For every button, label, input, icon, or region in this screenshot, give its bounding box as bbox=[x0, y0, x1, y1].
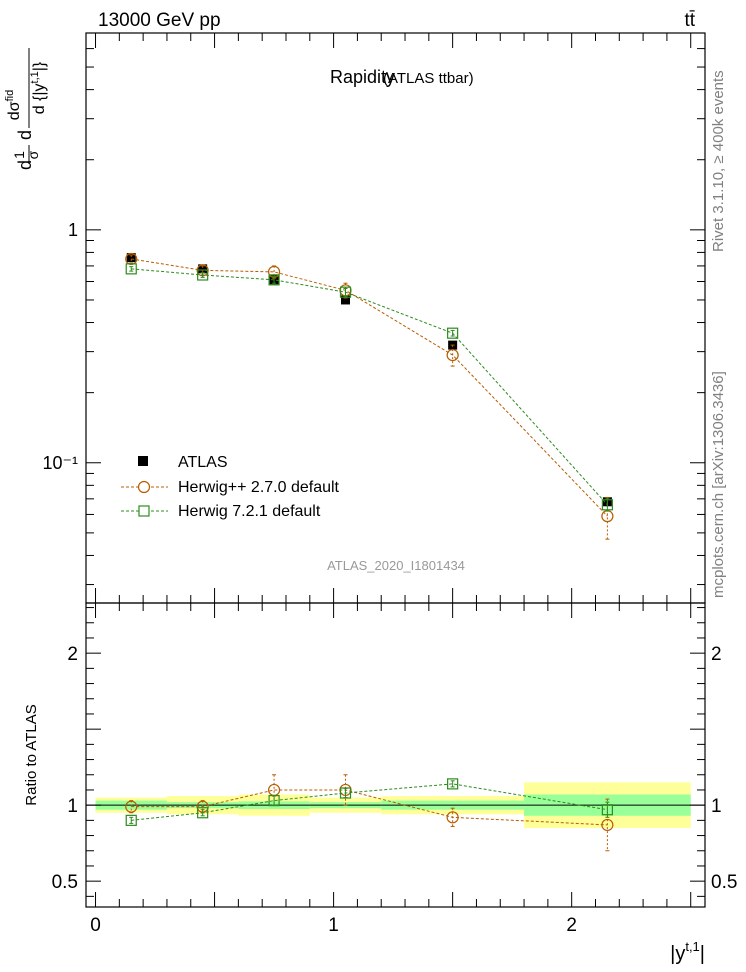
herwigpp-ratio-point bbox=[446, 811, 459, 824]
chart-subtitle: (ATLAS ttbar) bbox=[383, 70, 474, 87]
herwigpp-ratio-line bbox=[131, 789, 608, 826]
herwigpp-ratio-point bbox=[601, 818, 614, 832]
legend-marker-herwig7 bbox=[138, 505, 150, 517]
ratio-y-axis-label: Ratio to ATLAS bbox=[23, 704, 40, 805]
main-series bbox=[125, 252, 614, 540]
x-tick-label: 0 bbox=[90, 915, 101, 936]
header-process-label: tt̄ bbox=[684, 10, 695, 31]
svg-text:1: 1 bbox=[11, 151, 27, 159]
atlas-point bbox=[126, 253, 136, 263]
ratio-x-ticks: 0 1 2 bbox=[90, 603, 692, 936]
ratio-y-tick-label-right: 1 bbox=[711, 796, 722, 817]
legend-marker-atlas bbox=[138, 456, 148, 466]
ratio-y-tick-label: 2 bbox=[67, 644, 78, 665]
herwig7-point bbox=[268, 274, 280, 286]
legend-label-herwigpp: Herwig++ 2.7.0 default bbox=[178, 479, 340, 496]
legend: ATLAS Herwig++ 2.7.0 default Herwig 7.2.… bbox=[121, 454, 340, 520]
ratio-panel-frame bbox=[85, 602, 706, 908]
main-y-tick-label: 10⁻¹ bbox=[42, 453, 78, 473]
herwig7-point bbox=[447, 327, 459, 339]
herwig7-ratio-point bbox=[339, 787, 352, 799]
legend-label-herwig7: Herwig 7.2.1 default bbox=[178, 503, 321, 520]
svg-text:dσfid: dσfid bbox=[4, 90, 23, 120]
herwig7-ratio-point bbox=[125, 814, 137, 826]
herwigpp-line bbox=[131, 258, 608, 517]
main-y-axis-label: d 1 σ d dσfid d {|yt,1|} bbox=[4, 48, 48, 170]
rivet-version-label: Rivet 3.1.10, ≥ 400k events bbox=[710, 70, 727, 252]
mcplots-reference-label: mcplots.cern.ch [arXiv:1306.3436] bbox=[710, 371, 727, 598]
header-energy-label: 13000 GeV pp bbox=[98, 10, 221, 31]
herwigpp-ratio-point bbox=[125, 800, 138, 813]
svg-text:d: d bbox=[15, 160, 35, 170]
x-axis-label: |yt,1| bbox=[670, 939, 705, 965]
x-tick-label: 2 bbox=[566, 915, 577, 936]
chart-title: Rapidity bbox=[330, 67, 395, 87]
herwigpp-point bbox=[446, 348, 459, 362]
main-y-ticks: 1 10⁻¹ bbox=[42, 32, 705, 586]
legend-entry-herwigpp: Herwig++ 2.7.0 default bbox=[121, 479, 340, 496]
legend-label-atlas: ATLAS bbox=[178, 454, 228, 471]
main-x-ticks bbox=[95, 33, 692, 603]
herwig7-point bbox=[339, 286, 352, 298]
herwig7-ratio-point bbox=[197, 807, 209, 819]
ratio-y-tick-label: 0.5 bbox=[52, 872, 78, 893]
ratio-y-ticks: 2 2 1 1 0.5 0.5 bbox=[52, 607, 737, 897]
ratio-y-tick-label: 1 bbox=[67, 796, 78, 817]
herwig7-ratio-point bbox=[268, 794, 280, 807]
ratio-y-tick-label-right: 2 bbox=[711, 644, 722, 665]
herwigpp-ratio-point bbox=[267, 783, 281, 797]
analysis-id-watermark: ATLAS_2020_I1801434 bbox=[327, 558, 465, 573]
ratio-panel: 2 2 1 1 0.5 0.5 0 1 2 Ratio to ATLAS bbox=[23, 602, 737, 936]
legend-entry-herwig7: Herwig 7.2.1 default bbox=[121, 503, 321, 520]
ratio-series bbox=[125, 774, 614, 852]
ratio-y-tick-label-right: 0.5 bbox=[711, 872, 737, 893]
herwig7-point bbox=[125, 263, 137, 275]
main-y-tick-label: 1 bbox=[68, 220, 78, 240]
main-panel: 1 10⁻¹ Rapidity (ATLAS ttbar) ATLAS_2020_… bbox=[4, 32, 706, 604]
herwig7-ratio-line bbox=[131, 783, 608, 821]
atlas-point bbox=[198, 264, 208, 274]
herwig7-point bbox=[197, 269, 209, 281]
legend-entry-atlas: ATLAS bbox=[138, 454, 228, 471]
herwig7-ratio-point bbox=[447, 778, 459, 790]
svg-text:d: d bbox=[15, 130, 35, 140]
legend-marker-herwigpp bbox=[137, 480, 151, 494]
herwig7-point bbox=[601, 499, 613, 511]
svg-text:d {|yt,1|}: d {|yt,1|} bbox=[29, 61, 48, 114]
herwig7-ratio-point bbox=[601, 804, 613, 816]
atlas-point bbox=[341, 295, 351, 305]
svg-text:σ: σ bbox=[25, 150, 41, 159]
x-tick-label: 1 bbox=[328, 915, 339, 936]
